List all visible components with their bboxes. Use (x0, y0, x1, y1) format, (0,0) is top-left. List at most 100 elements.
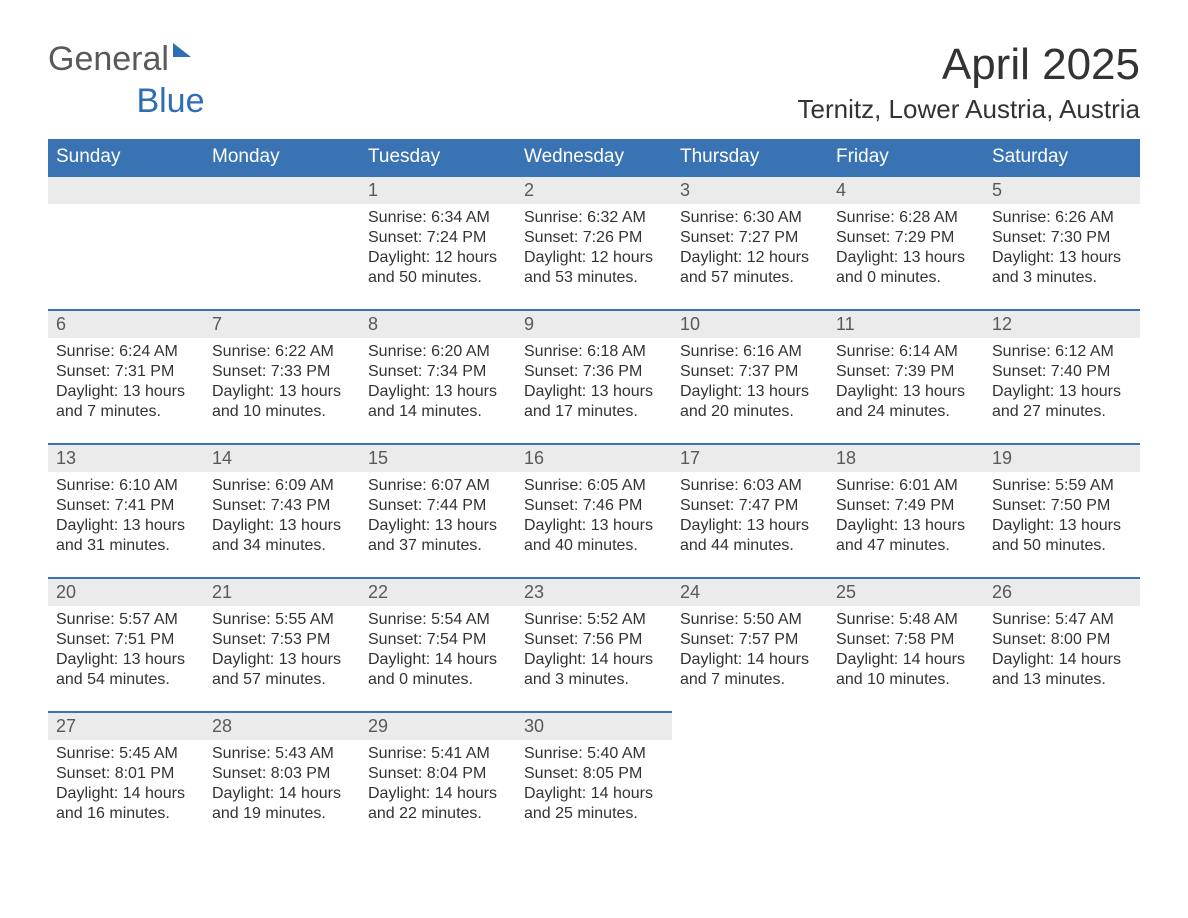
day-content: Sunrise: 5:57 AMSunset: 7:51 PMDaylight:… (48, 606, 204, 698)
day-content: Sunrise: 6:01 AMSunset: 7:49 PMDaylight:… (828, 472, 984, 564)
sunset-line: Sunset: 7:29 PM (836, 228, 976, 248)
day-content: Sunrise: 5:50 AMSunset: 7:57 PMDaylight:… (672, 606, 828, 698)
day-cell: 24Sunrise: 5:50 AMSunset: 7:57 PMDayligh… (672, 577, 828, 711)
day-content: Sunrise: 5:43 AMSunset: 8:03 PMDaylight:… (204, 740, 360, 832)
sunrise-line: Sunrise: 6:18 AM (524, 342, 664, 362)
day-number: 26 (984, 577, 1140, 606)
daylight-line: Daylight: 14 hours and 25 minutes. (524, 784, 664, 824)
day-number: 28 (204, 711, 360, 740)
sunrise-line: Sunrise: 5:43 AM (212, 744, 352, 764)
day-number: 11 (828, 309, 984, 338)
daylight-line: Daylight: 13 hours and 10 minutes. (212, 382, 352, 422)
day-number: 5 (984, 175, 1140, 204)
daylight-line: Daylight: 13 hours and 20 minutes. (680, 382, 820, 422)
day-content: Sunrise: 6:18 AMSunset: 7:36 PMDaylight:… (516, 338, 672, 430)
daylight-line: Daylight: 14 hours and 7 minutes. (680, 650, 820, 690)
sunset-line: Sunset: 7:27 PM (680, 228, 820, 248)
sunrise-line: Sunrise: 6:24 AM (56, 342, 196, 362)
day-number: 7 (204, 309, 360, 338)
day-content: Sunrise: 5:54 AMSunset: 7:54 PMDaylight:… (360, 606, 516, 698)
day-cell: 18Sunrise: 6:01 AMSunset: 7:49 PMDayligh… (828, 443, 984, 577)
sunrise-line: Sunrise: 5:55 AM (212, 610, 352, 630)
day-cell: 16Sunrise: 6:05 AMSunset: 7:46 PMDayligh… (516, 443, 672, 577)
daylight-line: Daylight: 13 hours and 24 minutes. (836, 382, 976, 422)
sunrise-line: Sunrise: 5:57 AM (56, 610, 196, 630)
daylight-line: Daylight: 13 hours and 37 minutes. (368, 516, 508, 556)
daylight-line: Daylight: 13 hours and 34 minutes. (212, 516, 352, 556)
day-cell: 23Sunrise: 5:52 AMSunset: 7:56 PMDayligh… (516, 577, 672, 711)
sunset-line: Sunset: 7:46 PM (524, 496, 664, 516)
day-number: 6 (48, 309, 204, 338)
sunset-line: Sunset: 7:24 PM (368, 228, 508, 248)
sunrise-line: Sunrise: 6:14 AM (836, 342, 976, 362)
weekday-header-row: Sunday Monday Tuesday Wednesday Thursday… (48, 139, 1140, 175)
sunrise-line: Sunrise: 6:05 AM (524, 476, 664, 496)
day-cell (828, 711, 984, 845)
sunrise-line: Sunrise: 6:34 AM (368, 208, 508, 228)
day-content: Sunrise: 6:30 AMSunset: 7:27 PMDaylight:… (672, 204, 828, 296)
day-number: 19 (984, 443, 1140, 472)
day-number: 24 (672, 577, 828, 606)
daylight-line: Daylight: 14 hours and 0 minutes. (368, 650, 508, 690)
day-cell: 26Sunrise: 5:47 AMSunset: 8:00 PMDayligh… (984, 577, 1140, 711)
sunset-line: Sunset: 8:01 PM (56, 764, 196, 784)
location-subtitle: Ternitz, Lower Austria, Austria (798, 94, 1140, 125)
sunrise-line: Sunrise: 5:47 AM (992, 610, 1132, 630)
day-number: 3 (672, 175, 828, 204)
day-number: 27 (48, 711, 204, 740)
sunset-line: Sunset: 8:05 PM (524, 764, 664, 784)
day-cell: 5Sunrise: 6:26 AMSunset: 7:30 PMDaylight… (984, 175, 1140, 309)
day-cell (48, 175, 204, 309)
sunrise-line: Sunrise: 6:03 AM (680, 476, 820, 496)
sunset-line: Sunset: 7:50 PM (992, 496, 1132, 516)
day-content: Sunrise: 6:22 AMSunset: 7:33 PMDaylight:… (204, 338, 360, 430)
sunset-line: Sunset: 7:30 PM (992, 228, 1132, 248)
day-content: Sunrise: 6:16 AMSunset: 7:37 PMDaylight:… (672, 338, 828, 430)
day-content: Sunrise: 6:07 AMSunset: 7:44 PMDaylight:… (360, 472, 516, 564)
day-cell: 20Sunrise: 5:57 AMSunset: 7:51 PMDayligh… (48, 577, 204, 711)
day-number: 17 (672, 443, 828, 472)
day-content: Sunrise: 5:45 AMSunset: 8:01 PMDaylight:… (48, 740, 204, 832)
day-content: Sunrise: 6:03 AMSunset: 7:47 PMDaylight:… (672, 472, 828, 564)
sunrise-line: Sunrise: 5:40 AM (524, 744, 664, 764)
day-number: 18 (828, 443, 984, 472)
sunrise-line: Sunrise: 6:10 AM (56, 476, 196, 496)
day-number: 16 (516, 443, 672, 472)
day-content: Sunrise: 6:24 AMSunset: 7:31 PMDaylight:… (48, 338, 204, 430)
weekday-header: Monday (204, 139, 360, 175)
day-number: 12 (984, 309, 1140, 338)
weekday-header: Tuesday (360, 139, 516, 175)
day-number: 20 (48, 577, 204, 606)
weekday-header: Friday (828, 139, 984, 175)
weekday-header: Wednesday (516, 139, 672, 175)
day-cell: 14Sunrise: 6:09 AMSunset: 7:43 PMDayligh… (204, 443, 360, 577)
day-content: Sunrise: 6:14 AMSunset: 7:39 PMDaylight:… (828, 338, 984, 430)
weekday-header: Sunday (48, 139, 204, 175)
day-cell: 6Sunrise: 6:24 AMSunset: 7:31 PMDaylight… (48, 309, 204, 443)
week-row: 1Sunrise: 6:34 AMSunset: 7:24 PMDaylight… (48, 175, 1140, 309)
day-number: 21 (204, 577, 360, 606)
day-content: Sunrise: 5:55 AMSunset: 7:53 PMDaylight:… (204, 606, 360, 698)
sunrise-line: Sunrise: 5:59 AM (992, 476, 1132, 496)
sunset-line: Sunset: 7:58 PM (836, 630, 976, 650)
sunset-line: Sunset: 7:56 PM (524, 630, 664, 650)
day-cell: 2Sunrise: 6:32 AMSunset: 7:26 PMDaylight… (516, 175, 672, 309)
sunrise-line: Sunrise: 5:54 AM (368, 610, 508, 630)
day-number: 9 (516, 309, 672, 338)
day-cell: 8Sunrise: 6:20 AMSunset: 7:34 PMDaylight… (360, 309, 516, 443)
sunset-line: Sunset: 7:53 PM (212, 630, 352, 650)
day-content: Sunrise: 6:32 AMSunset: 7:26 PMDaylight:… (516, 204, 672, 296)
week-row: 13Sunrise: 6:10 AMSunset: 7:41 PMDayligh… (48, 443, 1140, 577)
sunrise-line: Sunrise: 5:50 AM (680, 610, 820, 630)
daylight-line: Daylight: 13 hours and 0 minutes. (836, 248, 976, 288)
day-content: Sunrise: 5:59 AMSunset: 7:50 PMDaylight:… (984, 472, 1140, 564)
daylight-line: Daylight: 13 hours and 17 minutes. (524, 382, 664, 422)
sunrise-line: Sunrise: 6:28 AM (836, 208, 976, 228)
day-cell: 4Sunrise: 6:28 AMSunset: 7:29 PMDaylight… (828, 175, 984, 309)
sunset-line: Sunset: 8:03 PM (212, 764, 352, 784)
daylight-line: Daylight: 12 hours and 57 minutes. (680, 248, 820, 288)
sunset-line: Sunset: 7:57 PM (680, 630, 820, 650)
logo-triangle-icon (173, 43, 191, 57)
sunrise-line: Sunrise: 5:45 AM (56, 744, 196, 764)
daylight-line: Daylight: 14 hours and 10 minutes. (836, 650, 976, 690)
